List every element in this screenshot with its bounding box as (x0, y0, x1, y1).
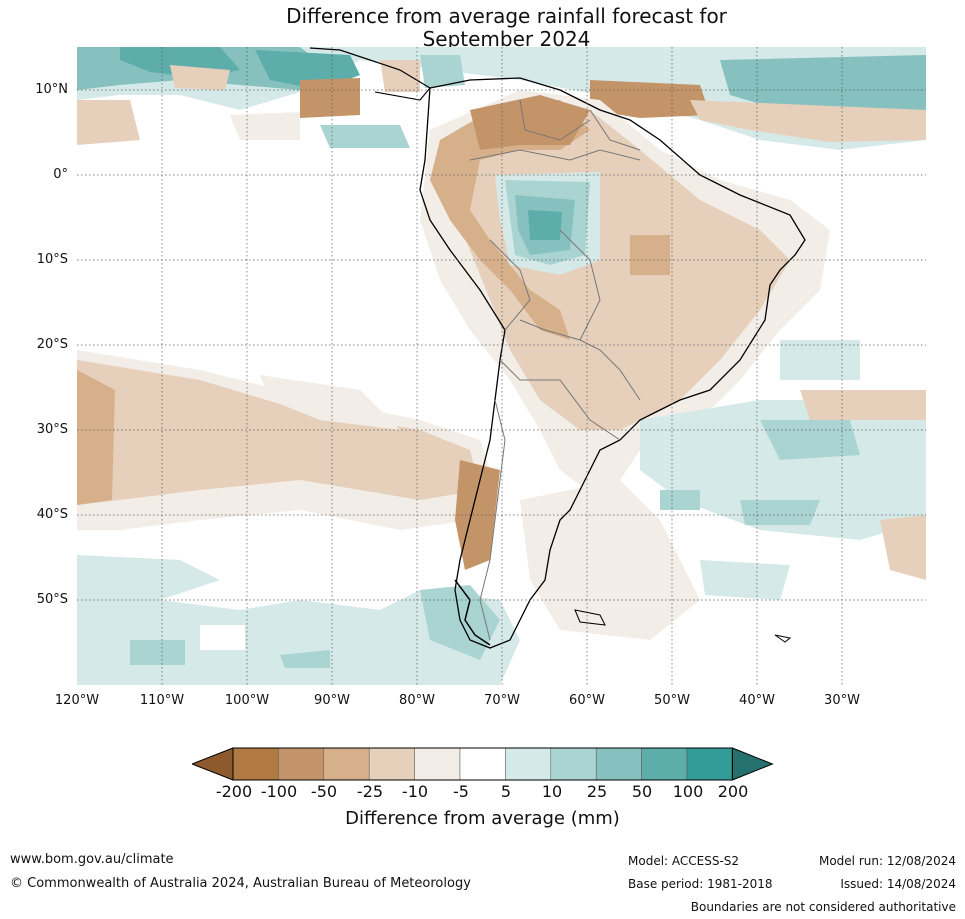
colorbar-tick: 200 (717, 782, 749, 801)
footer-disclaimer: Boundaries are not considered authoritat… (690, 900, 956, 914)
graticule (77, 47, 926, 685)
colorbar-cell (686, 747, 733, 781)
lon-label-120w: 120°W (54, 693, 100, 708)
footer-issued: Issued: 14/08/2024 (840, 877, 956, 891)
southern-ocean-shading (77, 555, 520, 685)
colorbar-cell (414, 747, 461, 781)
colorbar-cell (459, 747, 506, 781)
lon-label-80w: 80°W (399, 693, 435, 708)
colorbar-tick: 100 (672, 782, 704, 801)
lat-label-40s: 40°S (36, 507, 68, 522)
footer-url[interactable]: www.bom.gov.au/climate (10, 852, 174, 867)
colorbar-left-arrow (192, 747, 234, 781)
north-band-shading (77, 47, 926, 150)
lon-label-50w: 50°W (654, 693, 690, 708)
colorbar-cell (641, 747, 688, 781)
lon-label-110w: 110°W (139, 693, 185, 708)
lon-label-60w: 60°W (569, 693, 605, 708)
lat-label-50s: 50°S (36, 592, 68, 607)
colorbar-tick: -100 (260, 782, 298, 801)
south-atlantic-shading (640, 340, 926, 600)
colorbar-tick: -25 (356, 782, 384, 801)
colorbar-tick: -5 (453, 782, 469, 801)
colorbar-tick: 10 (541, 782, 563, 801)
colorbar-cell (323, 747, 370, 781)
colorbar-cell (595, 747, 642, 781)
continent-shading (420, 90, 830, 500)
rainfall-map (77, 47, 926, 685)
colorbar-label: Difference from average (mm) (345, 808, 620, 829)
colorbar-tick: -50 (310, 782, 338, 801)
map-title-line1: Difference from average rainfall forecas… (286, 4, 727, 28)
colorbar-cell (505, 747, 552, 781)
lat-label-20s: 20°S (36, 337, 68, 352)
colorbar-tick: 5 (500, 782, 512, 801)
colorbar-tick: 50 (631, 782, 653, 801)
lat-label-30s: 30°S (36, 422, 68, 437)
colorbar-cell (232, 747, 279, 781)
lat-label-10s: 10°S (36, 252, 68, 267)
lon-label-70w: 70°W (484, 693, 520, 708)
rainfall-map-svg (77, 47, 926, 685)
colorbar-cell (550, 747, 597, 781)
lon-label-30w: 30°W (824, 693, 860, 708)
colorbar (192, 747, 774, 781)
lon-label-90w: 90°W (314, 693, 350, 708)
colorbar-cell (368, 747, 415, 781)
colorbar-outline (232, 747, 733, 781)
lon-label-40w: 40°W (739, 693, 775, 708)
lat-label-10n: 10°N (35, 82, 68, 97)
footer-base-period: Base period: 1981-2018 (628, 877, 773, 891)
footer-model: Model: ACCESS-S2 (628, 854, 740, 868)
footer-copyright: © Commonwealth of Australia 2024, Austra… (10, 876, 471, 891)
south-america-outline (309, 47, 806, 649)
colorbar-tick: 25 (586, 782, 608, 801)
colorbar-cell (278, 747, 325, 781)
colorbar-tick: -10 (401, 782, 429, 801)
lat-label-0: 0° (53, 167, 68, 182)
colorbar-right-arrow (731, 747, 774, 781)
map-title-line2: September 2024 (422, 27, 591, 51)
footer-model-run: Model run: 12/08/2024 (818, 854, 956, 868)
lon-label-100w: 100°W (224, 693, 270, 708)
colorbar-tick: -200 (215, 782, 253, 801)
